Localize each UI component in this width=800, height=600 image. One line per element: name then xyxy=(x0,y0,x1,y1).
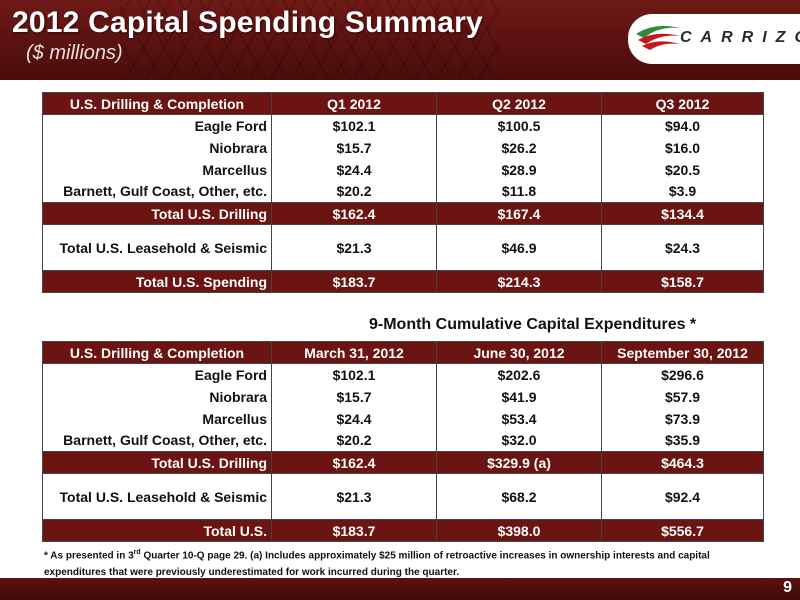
table-cell: $214.3 xyxy=(436,270,602,293)
table-cell: $57.9 xyxy=(601,385,764,408)
total-spending-row: Total U.S. Spending $183.7 $214.3 $158.7 xyxy=(42,270,764,293)
row-label: Total U.S. Leasehold & Seismic xyxy=(42,224,272,271)
column-header: Q3 2012 xyxy=(601,92,764,115)
table-cell: $296.6 xyxy=(601,363,764,386)
table-cell: $20.2 xyxy=(271,180,437,203)
table-row: Eagle Ford $102.1 $100.5 $94.0 xyxy=(42,114,764,137)
row-label: Total U.S. Spending xyxy=(42,270,272,293)
table-cell: $41.9 xyxy=(436,385,602,408)
leasehold-row: Total U.S. Leasehold & Seismic $21.3 $68… xyxy=(42,473,764,520)
table-cell: $100.5 xyxy=(436,114,602,137)
table-cell: $28.9 xyxy=(436,158,602,181)
table-cell: $398.0 xyxy=(436,519,602,542)
footnote-text-start: * As presented in 3 xyxy=(44,550,134,562)
table-cell: $15.7 xyxy=(271,385,437,408)
table-cell: $183.7 xyxy=(271,519,437,542)
page-number: 9 xyxy=(783,579,792,596)
column-header: March 31, 2012 xyxy=(271,341,437,364)
table-row: Niobrara $15.7 $41.9 $57.9 xyxy=(42,385,764,408)
column-header: September 30, 2012 xyxy=(601,341,764,364)
table-row: Marcellus $24.4 $53.4 $73.9 xyxy=(42,407,764,430)
table-cell: $21.3 xyxy=(271,224,437,271)
row-label: Total U.S. Drilling xyxy=(42,451,272,474)
table-cell: $20.2 xyxy=(271,429,437,452)
column-header: Q2 2012 xyxy=(436,92,602,115)
cumulative-capex-table: U.S. Drilling & Completion March 31, 201… xyxy=(42,341,764,542)
table-cell: $134.4 xyxy=(601,202,764,225)
row-label: Total U.S. Leasehold & Seismic xyxy=(42,473,272,520)
footnote-text-rest: Quarter 10-Q page 29. (a) Includes appro… xyxy=(44,550,710,579)
table-cell: $183.7 xyxy=(271,270,437,293)
row-label: Marcellus xyxy=(42,158,272,181)
table-cell: $32.0 xyxy=(436,429,602,452)
table-row: Eagle Ford $102.1 $202.6 $296.6 xyxy=(42,363,764,386)
table-cell: $162.4 xyxy=(271,202,437,225)
table-cell: $21.3 xyxy=(271,473,437,520)
row-label: Barnett, Gulf Coast, Other, etc. xyxy=(42,180,272,203)
logo-text: CARRIZO xyxy=(680,29,800,46)
column-header: June 30, 2012 xyxy=(436,341,602,364)
derrick-background-image xyxy=(120,0,500,80)
footer-bar: 9 xyxy=(0,578,800,600)
table-cell: $162.4 xyxy=(271,451,437,474)
table-cell: $3.9 xyxy=(601,180,764,203)
table-cell: $102.1 xyxy=(271,363,437,386)
row-label: Eagle Ford xyxy=(42,114,272,137)
table-cell: $102.1 xyxy=(271,114,437,137)
leasehold-row: Total U.S. Leasehold & Seismic $21.3 $46… xyxy=(42,224,764,271)
table-cell: $11.8 xyxy=(436,180,602,203)
table-cell: $94.0 xyxy=(601,114,764,137)
table-cell: $73.9 xyxy=(601,407,764,430)
column-header: U.S. Drilling & Completion xyxy=(42,341,272,364)
table-cell: $167.4 xyxy=(436,202,602,225)
table-cell: $24.4 xyxy=(271,158,437,181)
column-header: Q1 2012 xyxy=(271,92,437,115)
table-cell: $53.4 xyxy=(436,407,602,430)
carrizo-swoosh-icon xyxy=(636,26,680,50)
header-banner: 2012 Capital Spending Summary ($ million… xyxy=(0,0,800,80)
total-drilling-row: Total U.S. Drilling $162.4 $167.4 $134.4 xyxy=(42,202,764,225)
table-cell: $24.4 xyxy=(271,407,437,430)
row-label: Niobrara xyxy=(42,136,272,159)
total-us-row: Total U.S. $183.7 $398.0 $556.7 xyxy=(42,519,764,542)
table-cell: $35.9 xyxy=(601,429,764,452)
row-label: Niobrara xyxy=(42,385,272,408)
table-row: Niobrara $15.7 $26.2 $16.0 xyxy=(42,136,764,159)
table-row: Barnett, Gulf Coast, Other, etc. $20.2 $… xyxy=(42,180,764,203)
table-cell: $464.3 xyxy=(601,451,764,474)
table-header-row: U.S. Drilling & Completion March 31, 201… xyxy=(42,341,764,364)
table-cell: $329.9 (a) xyxy=(436,451,602,474)
page-subtitle: ($ millions) xyxy=(26,42,123,64)
footnote: * As presented in 3rd Quarter 10-Q page … xyxy=(44,544,774,581)
table-cell: $158.7 xyxy=(601,270,764,293)
cumulative-table-title: 9-Month Cumulative Capital Expenditures … xyxy=(369,316,697,333)
quarterly-capex-table: U.S. Drilling & Completion Q1 2012 Q2 20… xyxy=(42,92,764,293)
table-cell: $68.2 xyxy=(436,473,602,520)
column-header: U.S. Drilling & Completion xyxy=(42,92,272,115)
table-cell: $20.5 xyxy=(601,158,764,181)
footnote-superscript: rd xyxy=(133,549,141,556)
carrizo-logo: CARRIZO xyxy=(628,14,800,64)
row-label: Total U.S. xyxy=(42,519,272,542)
table-cell: $92.4 xyxy=(601,473,764,520)
row-label: Eagle Ford xyxy=(42,363,272,386)
row-label: Total U.S. Drilling xyxy=(42,202,272,225)
table-header-row: U.S. Drilling & Completion Q1 2012 Q2 20… xyxy=(42,92,764,115)
table-cell: $24.3 xyxy=(601,224,764,271)
table-cell: $202.6 xyxy=(436,363,602,386)
table-row: Barnett, Gulf Coast, Other, etc. $20.2 $… xyxy=(42,429,764,452)
table-cell: $26.2 xyxy=(436,136,602,159)
table-cell: $556.7 xyxy=(601,519,764,542)
page-title: 2012 Capital Spending Summary xyxy=(12,6,483,39)
table-cell: $15.7 xyxy=(271,136,437,159)
row-label: Marcellus xyxy=(42,407,272,430)
table-cell: $16.0 xyxy=(601,136,764,159)
table-row: Marcellus $24.4 $28.9 $20.5 xyxy=(42,158,764,181)
row-label: Barnett, Gulf Coast, Other, etc. xyxy=(42,429,272,452)
table-cell: $46.9 xyxy=(436,224,602,271)
total-drilling-row: Total U.S. Drilling $162.4 $329.9 (a) $4… xyxy=(42,451,764,474)
